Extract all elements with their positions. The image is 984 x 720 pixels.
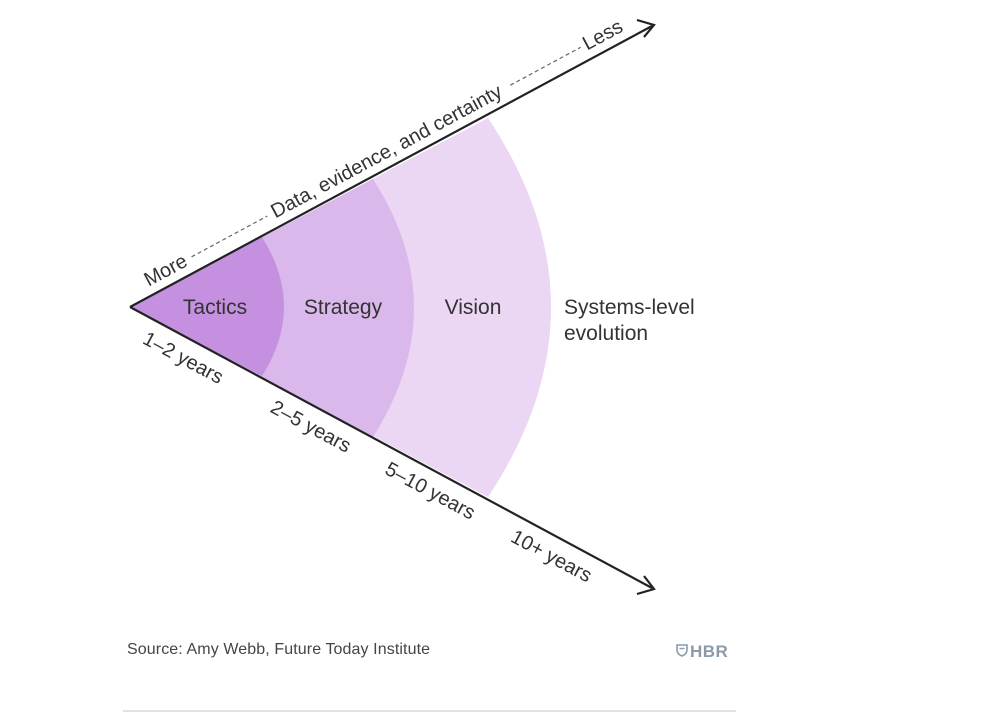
tactics-label: Tactics [183,296,247,319]
lower-axis-line [129,306,653,589]
more-dashed-line [191,215,268,258]
strategy-label: Strategy [304,296,383,319]
years-10-plus-label: 10+ years [507,526,595,587]
shield-icon [676,644,688,659]
less-label: Less [579,16,627,55]
hbr-logo: HBR [676,642,728,662]
systems-level-label: Systems-level [564,296,695,319]
source-credit: Source: Amy Webb, Future Today Institute [127,641,431,658]
less-dashed-line [510,46,582,86]
vision-label: Vision [445,296,502,319]
upper-axis-line [129,25,653,308]
footer-divider [123,710,736,712]
tactics-zone [130,237,284,376]
upper-axis-arrowhead [636,18,656,38]
time-cone-diagram: Tactics Strategy Vision Systems-level ev… [129,16,695,596]
evolution-label: evolution [564,322,648,345]
hbr-logo-text: HBR [690,642,729,661]
lower-axis-arrowhead [636,575,656,596]
